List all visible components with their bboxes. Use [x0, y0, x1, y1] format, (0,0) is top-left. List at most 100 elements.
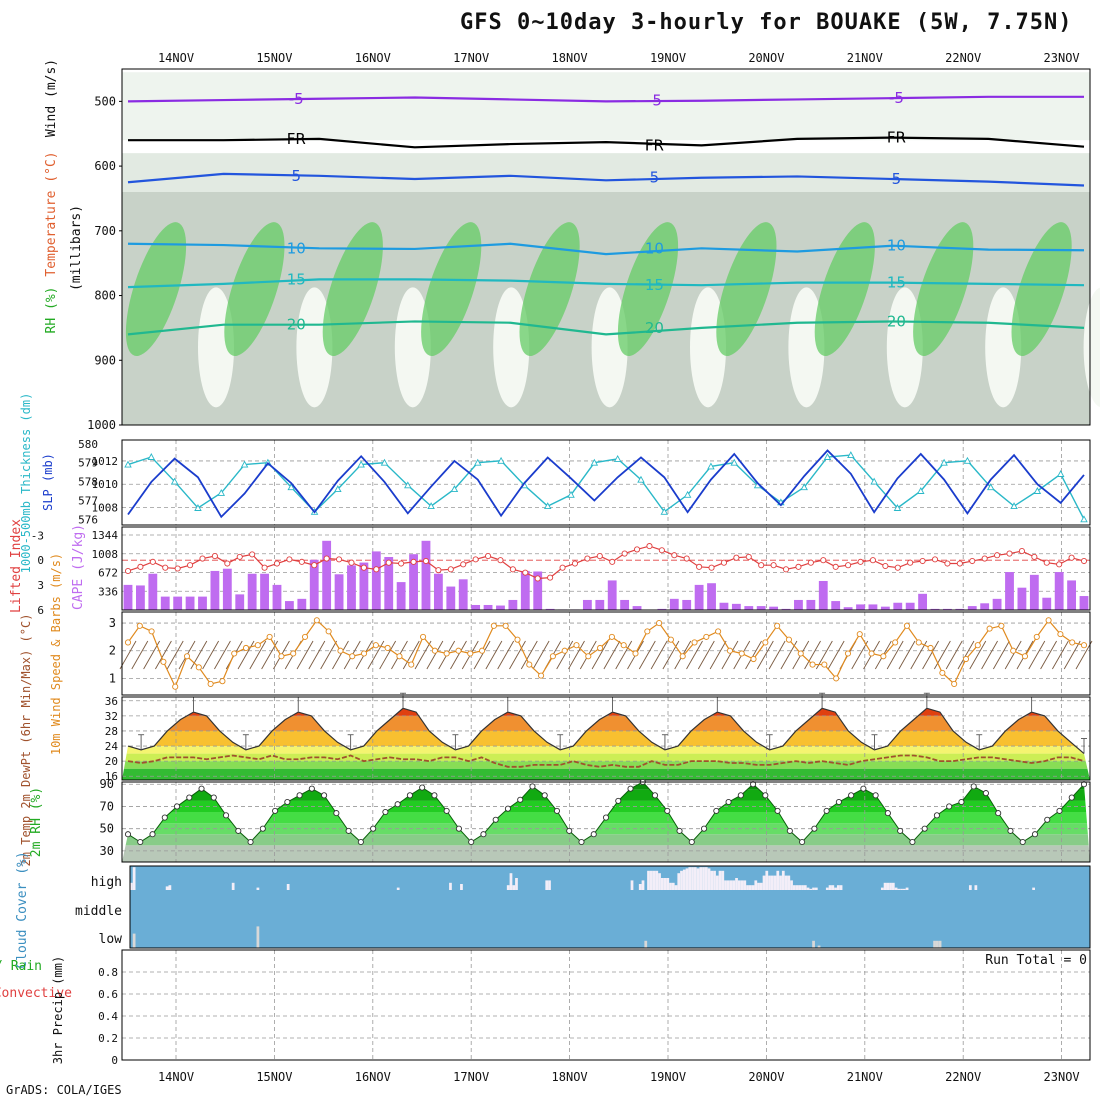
wind-barb — [957, 640, 975, 670]
rh-point — [198, 785, 205, 792]
cloud-low-bar — [938, 940, 942, 948]
rh-point — [676, 827, 683, 834]
thickness-point — [986, 483, 995, 491]
cape-bar — [707, 583, 716, 610]
rh-point — [835, 798, 842, 806]
rh-point — [701, 825, 708, 832]
wind-barb — [638, 640, 656, 670]
cloud-low-bar — [817, 945, 821, 948]
rh-point — [406, 792, 413, 799]
thickness-point — [847, 451, 855, 459]
rh-point — [1068, 794, 1075, 801]
isotherm-label: 15 — [287, 270, 306, 288]
cloud-high-bar — [685, 868, 689, 890]
cloud-high-bar — [746, 885, 749, 890]
slp-line — [127, 449, 1085, 519]
lifted-index-point — [758, 562, 765, 569]
rh-point — [651, 792, 659, 799]
rh-point — [468, 838, 475, 846]
cloud-high-bar — [784, 875, 788, 890]
thickness-point — [963, 456, 972, 464]
cloud-high-bar — [768, 875, 771, 890]
rh-band — [122, 782, 1090, 790]
cape-bar — [967, 606, 977, 610]
lifted-index-point — [994, 552, 1001, 559]
cape-bar — [198, 596, 207, 610]
wind-barb — [922, 640, 939, 670]
lifted-index-point — [522, 569, 529, 576]
cloud-high-bar — [762, 875, 766, 890]
wind-speed-point — [868, 650, 875, 657]
wind-barb — [591, 640, 609, 670]
wind-speed-point — [1033, 633, 1040, 640]
cape-bar — [446, 586, 456, 610]
lifted-index-point — [1018, 548, 1025, 555]
cape-bar — [1017, 587, 1027, 610]
rh-point — [946, 803, 953, 810]
cloud-high-bar — [663, 878, 667, 890]
cape-tick-label: 336 — [98, 585, 118, 598]
thickness-tick-label: 576 — [78, 513, 98, 526]
rh-point — [504, 805, 511, 812]
wind-speed-point — [856, 631, 863, 638]
rh-point — [602, 814, 610, 821]
cloud-frame — [129, 865, 1091, 949]
lifted-index-tick-label: -3 — [31, 529, 44, 542]
isotherm-line — [128, 136, 1085, 149]
credit-text: GrADS: COLA/IGES — [6, 1083, 122, 1097]
rh-point — [480, 831, 487, 838]
lifted-index-point — [795, 563, 802, 570]
wind-speed-point — [1021, 653, 1029, 660]
cape-bar — [421, 540, 431, 610]
lifted-index-point — [360, 564, 367, 571]
cape-bar — [731, 603, 741, 610]
lifted-index-point — [696, 563, 703, 570]
cloud-bg — [130, 866, 1090, 948]
thickness-point — [800, 483, 808, 491]
isotherm-label: -5 — [647, 92, 662, 110]
x-tick-label-top: 15NOV — [256, 51, 292, 65]
wind-speed-point — [443, 650, 450, 657]
panels: 14NOV 14NOV 15NOV 15NOV 16NOV 16NOV 17NOV 17NOV… — [0, 51, 1100, 1084]
isotherm-line — [127, 320, 1085, 336]
wind-speed-point — [632, 650, 639, 657]
wind-barb — [320, 640, 338, 670]
cloud-high-bar — [449, 882, 452, 890]
isotherm-line — [127, 95, 1084, 103]
cape-bar — [433, 573, 443, 610]
rh-point — [272, 807, 279, 814]
cape-bar — [992, 598, 1002, 610]
rh-point — [909, 838, 916, 846]
wind-speed-point — [455, 647, 462, 654]
wind-barb — [851, 640, 869, 670]
cloud-high-bar — [748, 885, 752, 890]
lifted-index-point — [857, 558, 864, 565]
cape-bar — [669, 598, 679, 610]
cloud-high-bar — [231, 882, 235, 890]
lifted-index-point — [708, 564, 715, 571]
cloud-high-bar — [889, 882, 892, 890]
isotherm-label: FR — [645, 136, 664, 154]
rh-point — [186, 794, 193, 801]
lifted-index-point — [547, 574, 554, 581]
cloud-row-label: high — [91, 875, 122, 890]
lifted-index-point — [969, 557, 976, 565]
cape-bar — [980, 603, 990, 610]
wind-speed-point — [880, 653, 887, 660]
cloud-high-bar — [718, 870, 722, 890]
thickness-point — [567, 490, 575, 498]
cloud-high-bar — [902, 888, 906, 890]
thickness-point — [730, 458, 739, 466]
rh-tick-label: 30 — [100, 844, 114, 858]
wind-speed-point — [585, 653, 592, 660]
wind-barb — [497, 640, 515, 670]
wind-barb — [249, 640, 267, 670]
isotherm-line — [127, 278, 1085, 289]
isotherm-label: 20 — [887, 312, 906, 330]
wind-barb — [721, 640, 739, 670]
cape-bar — [620, 599, 630, 610]
cloud-high-bar — [630, 880, 634, 890]
wind-speed-line — [127, 619, 1085, 689]
cape-bar — [607, 580, 617, 610]
lifted-index-point — [646, 543, 653, 550]
